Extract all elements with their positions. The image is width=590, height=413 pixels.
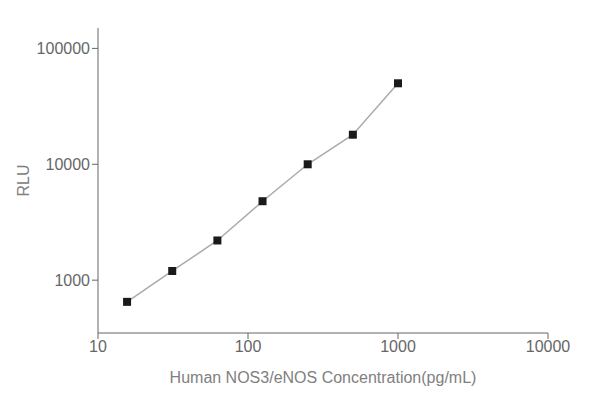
svg-text:RLU: RLU	[15, 164, 32, 196]
svg-text:100000: 100000	[37, 40, 90, 57]
svg-text:10000: 10000	[526, 338, 571, 355]
svg-text:100: 100	[235, 338, 262, 355]
svg-text:1000: 1000	[54, 272, 90, 289]
svg-text:Human NOS3/eNOS Concentration(: Human NOS3/eNOS Concentration(pg/mL)	[170, 369, 477, 386]
svg-text:10000: 10000	[46, 156, 91, 173]
svg-text:10: 10	[89, 338, 107, 355]
svg-text:1000: 1000	[380, 338, 416, 355]
